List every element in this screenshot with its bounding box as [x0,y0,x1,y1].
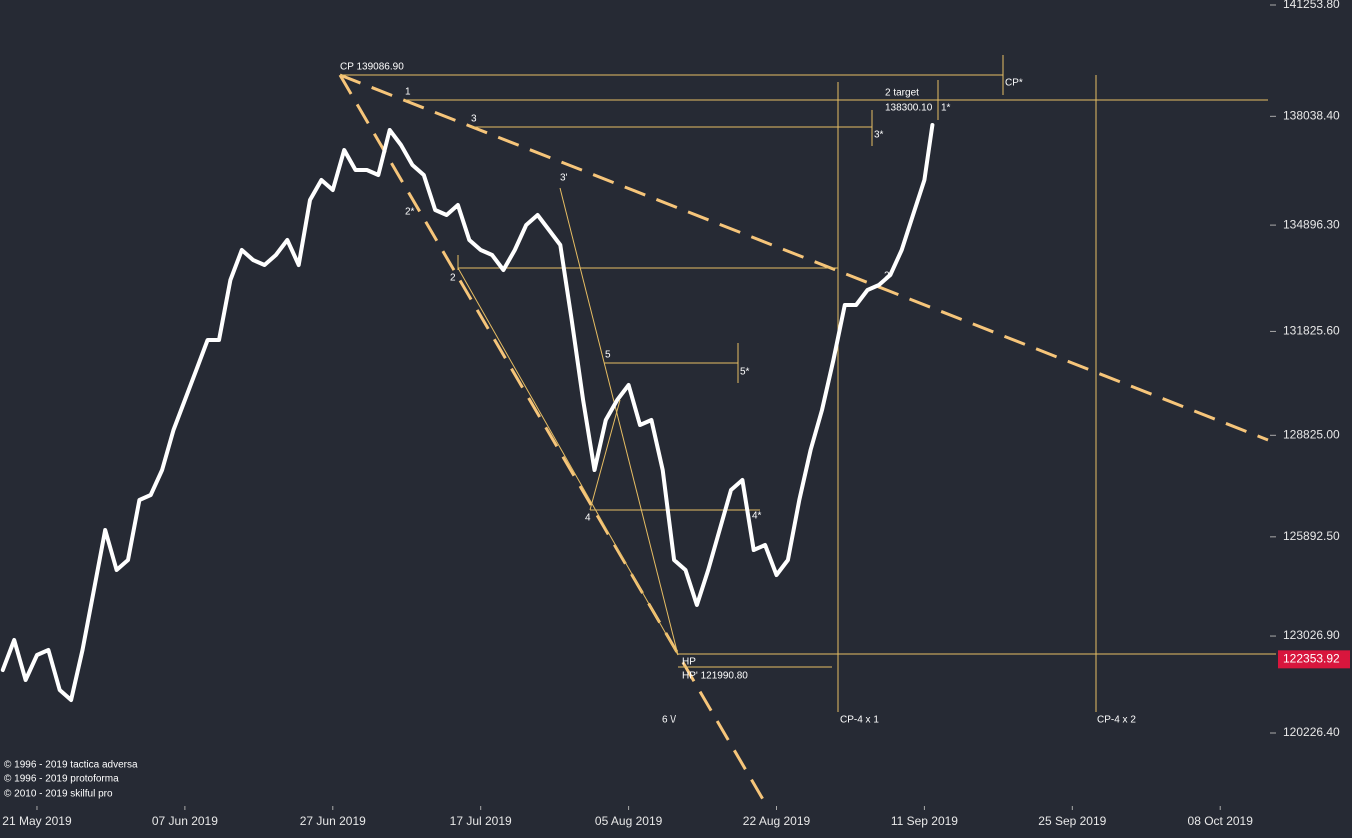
annotation: CP* [1005,78,1023,89]
credit: © 1996 - 2019 protoforma [4,774,119,785]
annotation: 5* [740,367,750,378]
y-tick-label: 120226.40 [1283,725,1340,739]
x-tick-label: 21 May 2019 [2,814,72,828]
price-marker [1278,650,1350,669]
annotation: CP 139086.90 [340,62,404,73]
annotation: 1 [405,87,411,98]
y-tick-label: 141253.80 [1283,0,1340,11]
annotations: CP 139086.90 1 2 target 138300.10 1* CP*… [340,62,1136,726]
x-tick-label: 08 Oct 2019 [1188,814,1254,828]
annotation: 3* [874,130,884,141]
credit: © 1996 - 2019 tactica adversa [4,760,138,771]
x-tick-label: 17 Jul 2019 [450,814,512,828]
annotation: 2 [450,273,456,284]
price-marker-label: 122353.92 [1283,652,1340,666]
annotation: 5 [605,350,611,361]
annotation: 2* [405,207,415,218]
drawings [338,55,1276,809]
annotation: 4* [752,511,762,522]
y-tick-label: 128825.00 [1283,427,1340,441]
y-tick-label: 134896.30 [1283,217,1340,231]
trend-line [339,73,1269,442]
x-tick-label: 22 Aug 2019 [743,814,811,828]
x-tick-label: 07 Jun 2019 [152,814,218,828]
annotation: 1* [941,103,951,114]
annotation: CP-4 x 1 [840,715,879,726]
level-line [559,187,679,656]
annotation: 2 target [885,88,919,99]
x-tick-label: 27 Jun 2019 [300,814,366,828]
y-tick-label: 131825.60 [1283,324,1340,338]
annotation: 138300.10 [885,103,933,114]
annotation: 3' [560,173,568,184]
level-line [589,399,621,511]
x-tick-label: 25 Sep 2019 [1038,814,1106,828]
credit: © 2010 - 2019 skilful pro [4,789,113,800]
y-tick-label: 125892.50 [1283,529,1340,543]
price-line [0,123,935,702]
trend-line [338,74,770,809]
annotation: 3 [471,114,477,125]
y-tick-label: 138038.40 [1283,108,1340,122]
annotation: 6 \/ [662,715,676,726]
credits: © 1996 - 2019 tactica adversa © 1996 - 2… [4,760,138,800]
annotation: 4 [585,513,591,524]
annotation: CP-4 x 2 [1097,715,1136,726]
level-line [457,267,679,656]
y-tick-label: 123026.90 [1283,628,1340,642]
annotation: HP [682,657,696,668]
x-tick-label: 11 Sep 2019 [891,814,958,828]
x-tick-label: 05 Aug 2019 [595,814,663,828]
annotation: HP' 121990.80 [682,671,748,682]
